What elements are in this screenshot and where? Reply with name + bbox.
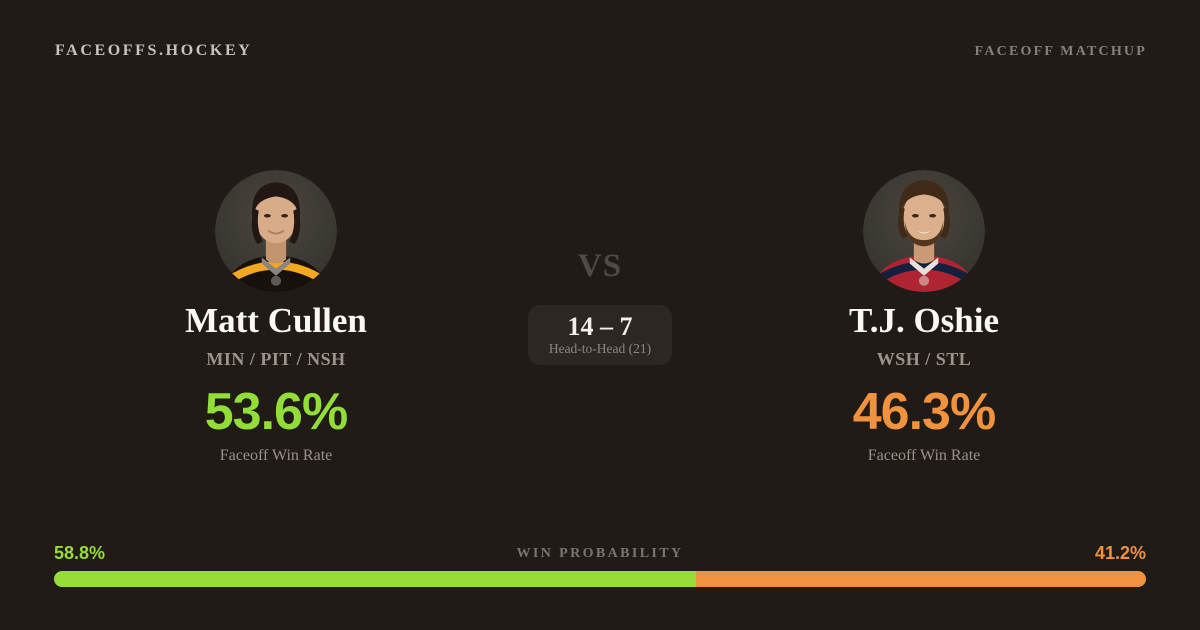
card-type-badge: FACEOFF MATCHUP bbox=[974, 44, 1147, 59]
win-probability-title: WIN PROBABILITY bbox=[516, 545, 684, 561]
head-to-head-score: 14 – 7 bbox=[567, 312, 633, 342]
matchup-center: VS 14 – 7 Head-to-Head (21) bbox=[450, 250, 750, 365]
left-prob-label: 58.8% bbox=[54, 543, 106, 563]
player-teams-left: MIN / PIT / NSH bbox=[206, 348, 346, 369]
win-probability-bar bbox=[54, 571, 1146, 587]
right-prob-label: 41.2% bbox=[1094, 543, 1146, 563]
player-teams-right: WSH / STL bbox=[876, 348, 972, 369]
avatar-left bbox=[215, 170, 337, 292]
player-column-right: T.J. Oshie WSH / STL 46.3% Faceoff Win R… bbox=[744, 170, 1104, 465]
player-column-left: Matt Cullen MIN / PIT / NSH 53.6% Faceof… bbox=[96, 170, 456, 465]
win-bar-left bbox=[54, 571, 697, 587]
win-probability-labels: 58.8% WIN PROBABILITY 41.2% bbox=[54, 543, 1146, 564]
right-win-rate: 46.3% bbox=[852, 382, 996, 441]
left-win-rate: 53.6% bbox=[204, 382, 348, 441]
player-name-right: T.J. Oshie bbox=[848, 301, 1000, 340]
site-logo: FACEOFFS.HOCKEY bbox=[55, 42, 253, 59]
player-name-left: Matt Cullen bbox=[185, 301, 367, 340]
player-portrait-icon bbox=[863, 170, 985, 292]
win-bar-right bbox=[696, 571, 1146, 587]
player-portrait-icon bbox=[215, 170, 337, 292]
left-win-rate-label: Faceoff Win Rate bbox=[219, 446, 333, 464]
head-to-head-label: Head-to-Head (21) bbox=[548, 341, 652, 357]
head-to-head-box: 14 – 7 Head-to-Head (21) bbox=[528, 305, 672, 365]
avatar-right bbox=[863, 170, 985, 292]
right-win-rate-label: Faceoff Win Rate bbox=[867, 446, 981, 464]
vs-label: VS bbox=[577, 248, 623, 284]
